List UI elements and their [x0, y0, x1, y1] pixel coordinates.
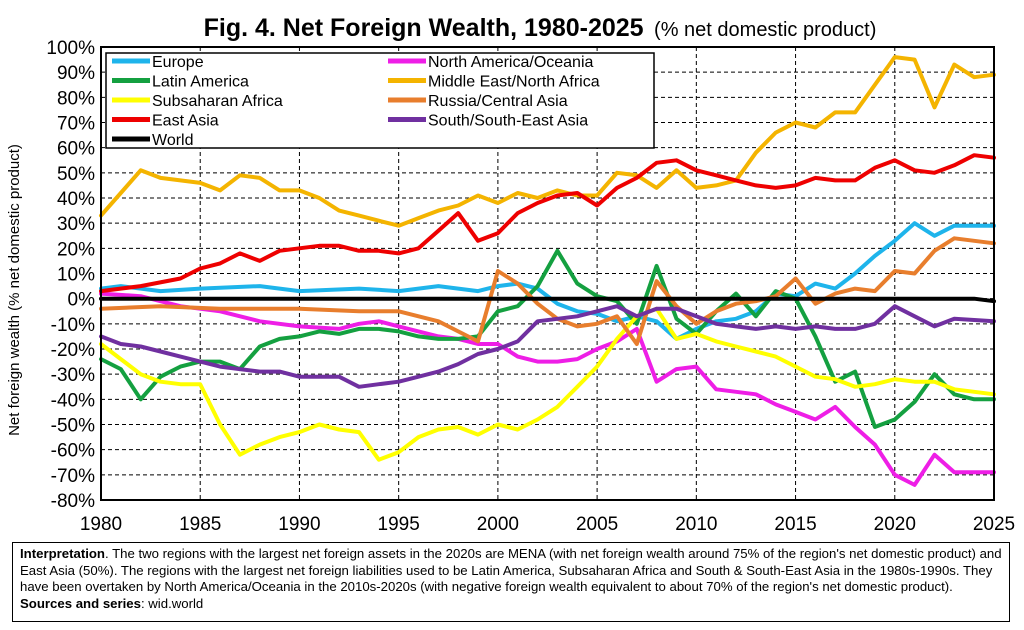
- y-tick-label: -20%: [51, 340, 95, 361]
- y-tick-label: 40%: [57, 189, 95, 210]
- legend-box: [105, 52, 655, 149]
- x-tick-label: 1985: [179, 514, 221, 535]
- x-axis-ticks: 1980 1985 1990 1995 2000 2005 2010 2015 2020 2025: [80, 514, 1015, 535]
- x-tick-label: 1990: [278, 514, 320, 535]
- x-tick-label: 2005: [576, 514, 618, 535]
- series-line-subsaharan-africa: [99, 306, 996, 462]
- x-tick-label: 2020: [874, 514, 916, 535]
- series-line-north-america-oceania: [99, 291, 996, 487]
- chart-subtitle: (% net domestic product): [654, 19, 876, 41]
- y-tick-label: -60%: [51, 441, 95, 462]
- legend-label: Russia/Central Asia: [428, 93, 568, 110]
- series-line-east-asia: [99, 153, 996, 294]
- y-tick-label: -80%: [51, 491, 95, 512]
- y-tick-label: 60%: [57, 139, 95, 160]
- y-tick-label: 50%: [57, 164, 95, 185]
- note-lead: Interpretation: [20, 546, 105, 561]
- legend-label: Latin America: [152, 74, 249, 91]
- legend-label: World: [152, 132, 194, 149]
- x-tick-label: 2025: [973, 514, 1015, 535]
- x-tick-label: 1995: [378, 514, 420, 535]
- y-tick-label: 0%: [68, 290, 96, 311]
- plot-frame: [100, 46, 995, 501]
- legend-label: Middle East/North Africa: [428, 74, 600, 91]
- legend-label: Europe: [152, 54, 204, 71]
- net-foreign-wealth-chart: Fig. 4. Net Foreign Wealth, 1980-2025 (%…: [6, 14, 1015, 535]
- series-line-middle-east-north-africa: [99, 55, 996, 228]
- series-line-europe: [99, 221, 996, 341]
- y-tick-label: 10%: [57, 265, 95, 286]
- sources-value: : wid.world: [140, 595, 204, 611]
- legend-label: East Asia: [152, 113, 219, 130]
- legend: Europe North America/Oceania Latin America…: [105, 52, 655, 149]
- y-tick-label: 30%: [57, 214, 95, 235]
- series-line-world: [99, 296, 996, 304]
- y-tick-label: -10%: [51, 315, 95, 336]
- chart-title-main: Fig. 4. Net Foreign Wealth, 1980-2025: [204, 14, 644, 42]
- interpretation-note: Interpretation. The two regions with the…: [12, 542, 1010, 622]
- legend-label: South/South-East Asia: [428, 113, 588, 130]
- y-tick-label: 20%: [57, 239, 95, 260]
- y-axis-label: Net foreign wealth (% net domestic produ…: [6, 144, 23, 436]
- series-lines: [99, 55, 996, 487]
- note-body: . The two regions with the largest net f…: [20, 546, 1002, 594]
- y-tick-label: 70%: [57, 114, 95, 135]
- x-tick-label: 2015: [774, 514, 816, 535]
- y-tick-label: -70%: [51, 466, 95, 487]
- y-tick-label: 100%: [46, 38, 95, 59]
- legend-label: Subsaharan Africa: [152, 93, 283, 110]
- chart-title: Fig. 4. Net Foreign Wealth, 1980-2025 (%…: [204, 14, 877, 42]
- series-line-south-south-east-asia: [99, 304, 996, 389]
- legend-label: North America/Oceania: [428, 54, 594, 71]
- x-tick-label: 2000: [477, 514, 519, 535]
- y-axis-ticks: 100% 90% 80% 70% 60% 50% 40% 30% 20% 10% 0% -10% -20…: [46, 38, 95, 512]
- y-tick-label: 80%: [57, 88, 95, 109]
- x-tick-label: 2010: [675, 514, 717, 535]
- y-tick-label: -30%: [51, 365, 95, 386]
- y-tick-label: -40%: [51, 390, 95, 411]
- x-tick-label: 1980: [80, 514, 122, 535]
- sources-label: Sources and series: [20, 595, 141, 611]
- series-line-latin-america: [99, 248, 996, 429]
- y-tick-label: 90%: [57, 63, 95, 84]
- y-tick-label: -50%: [51, 416, 95, 437]
